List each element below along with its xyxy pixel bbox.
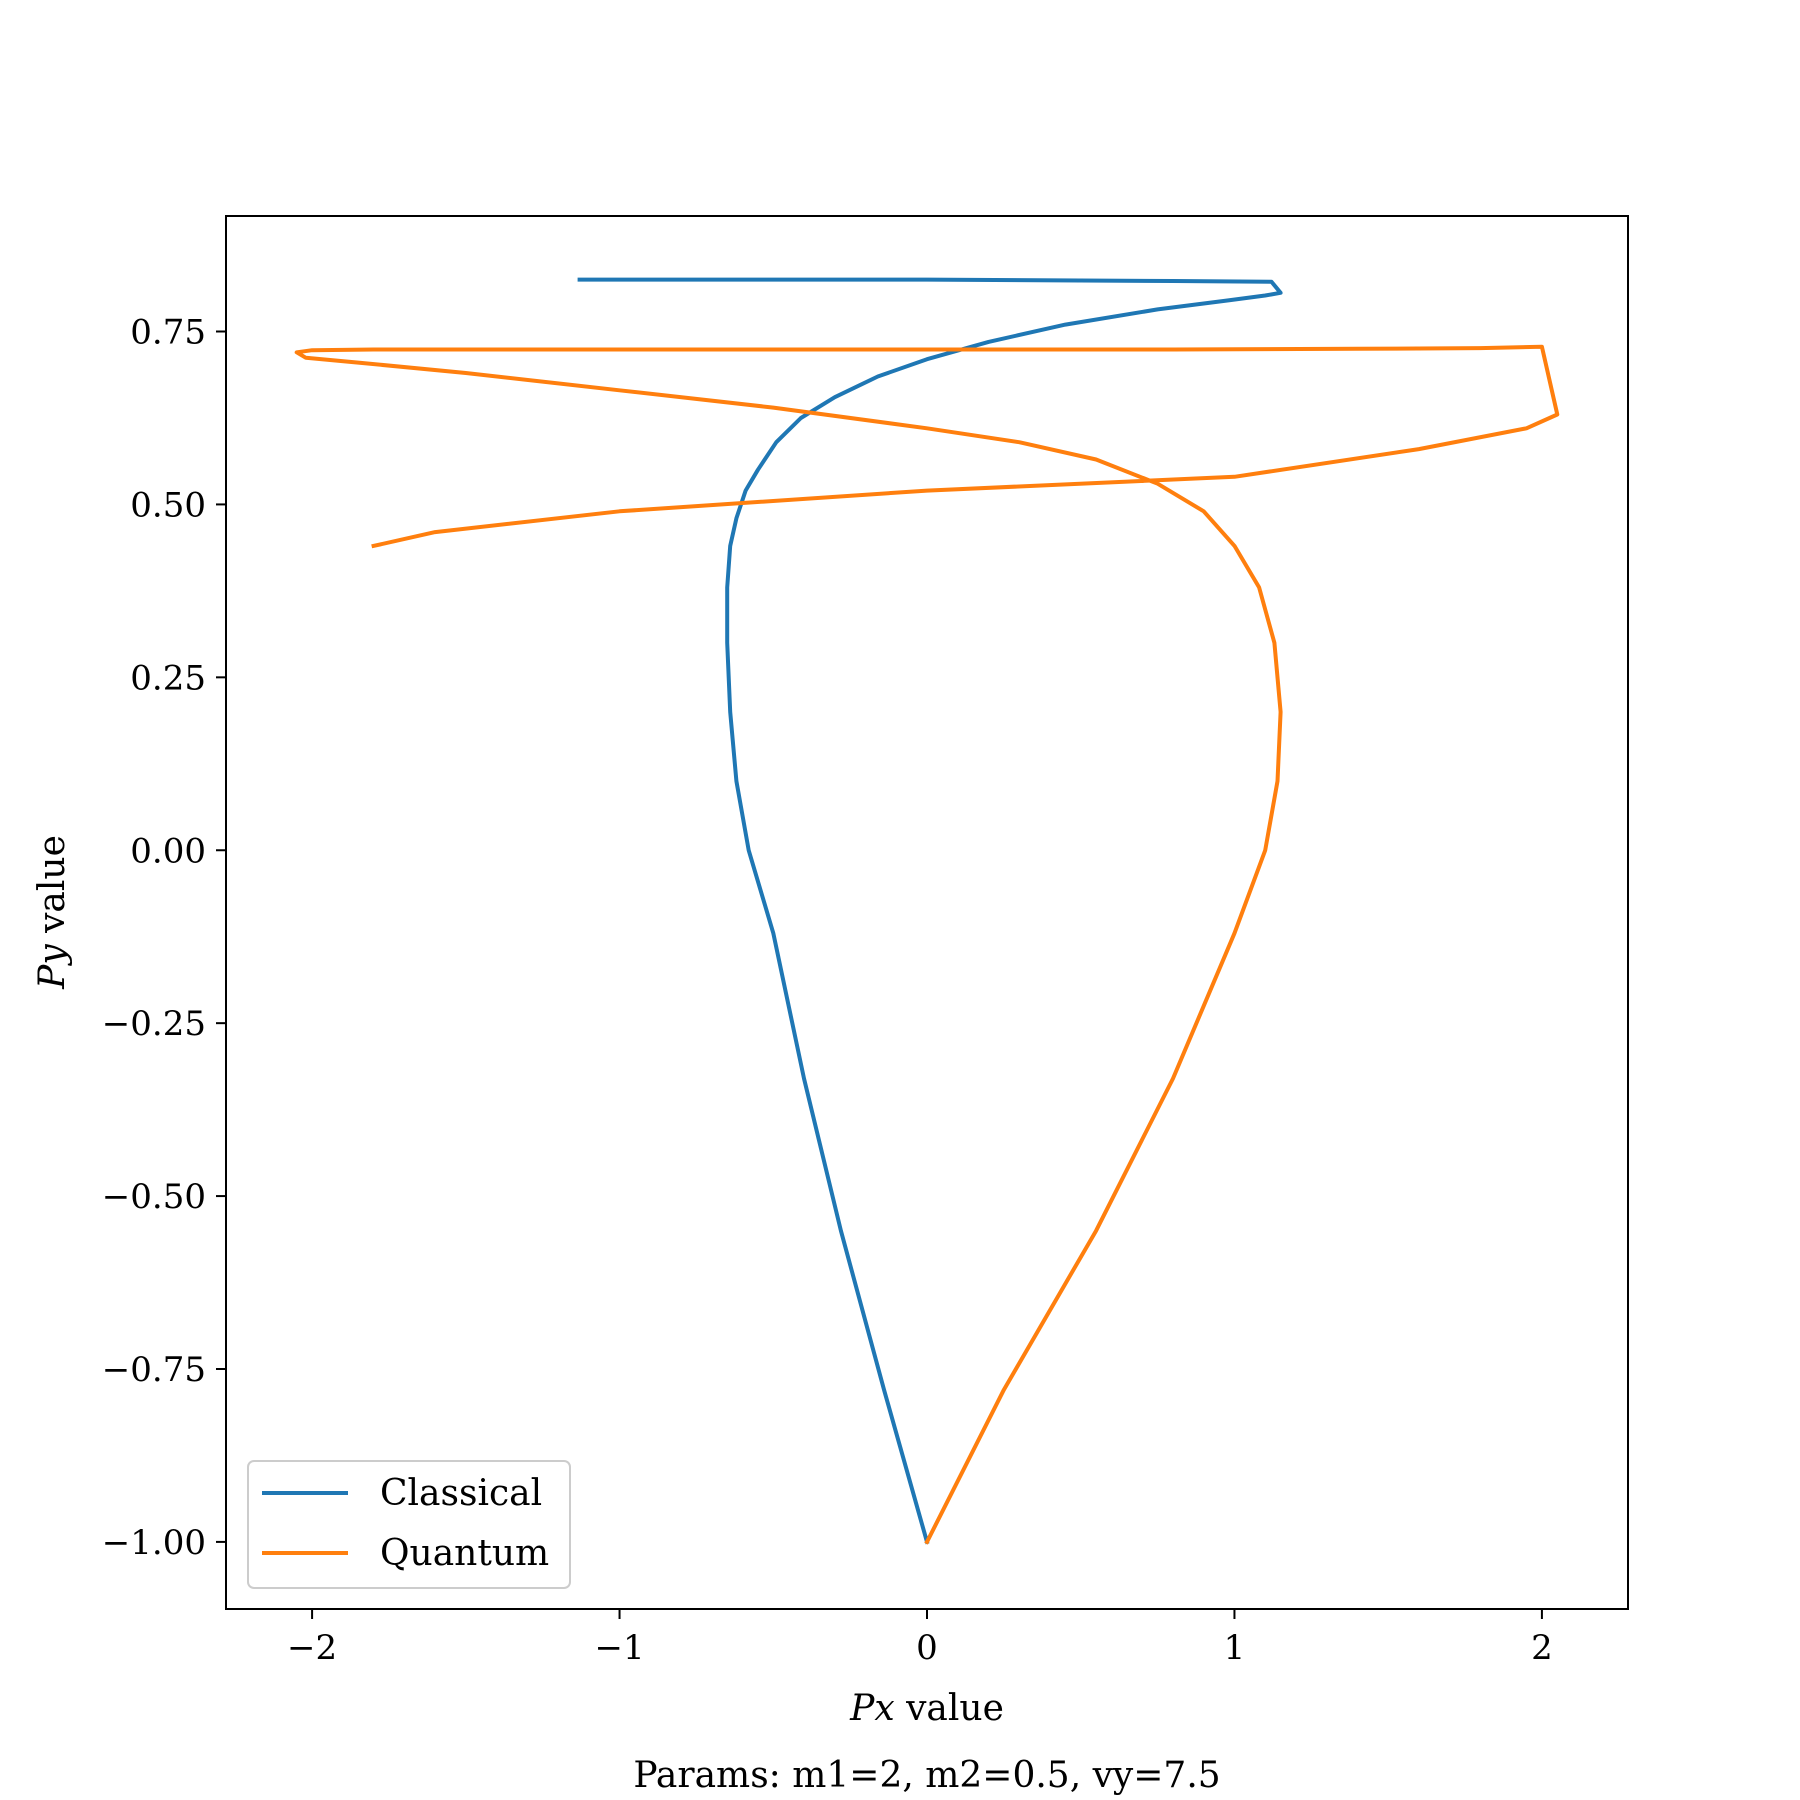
x-tick-label: −1 (594, 1628, 644, 1668)
series-layer (294, 277, 1560, 1545)
x-tick-label: 0 (916, 1628, 938, 1668)
x-tick-label: 2 (1531, 1628, 1553, 1668)
y-tick-label: 0.25 (130, 658, 206, 698)
y-tick-label: −0.25 (102, 1004, 206, 1044)
y-tick-label: −0.50 (102, 1177, 206, 1217)
legend-label-classical: Classical (380, 1473, 542, 1514)
x-tick-label: 1 (1224, 1628, 1246, 1668)
x-axis-label: Px value (849, 1688, 1004, 1729)
legend: Classical Quantum (247, 1460, 571, 1589)
y-tick-label: −1.00 (102, 1523, 206, 1563)
y-tick-label: 0.50 (130, 485, 206, 525)
y-tick-label: 0.00 (130, 831, 206, 871)
x-tick-label: −2 (287, 1628, 337, 1668)
y-axis-label: Py value (32, 835, 73, 990)
y-tick-label: −0.75 (102, 1350, 206, 1390)
legend-label-quantum: Quantum (380, 1533, 549, 1574)
y-axis: 0.75 0.50 0.25 0.00 −0.25 −0.50 −0.75 −1.00 (102, 313, 226, 1563)
y-tick-label: 0.75 (130, 313, 206, 353)
series-line-quantum (294, 344, 1560, 1545)
caption: Params: m1=2, m2=0.5, vy=7.5 (633, 1755, 1220, 1796)
x-axis: −2 −1 0 1 2 (287, 1609, 1553, 1668)
series-line-classical (577, 277, 1283, 1545)
